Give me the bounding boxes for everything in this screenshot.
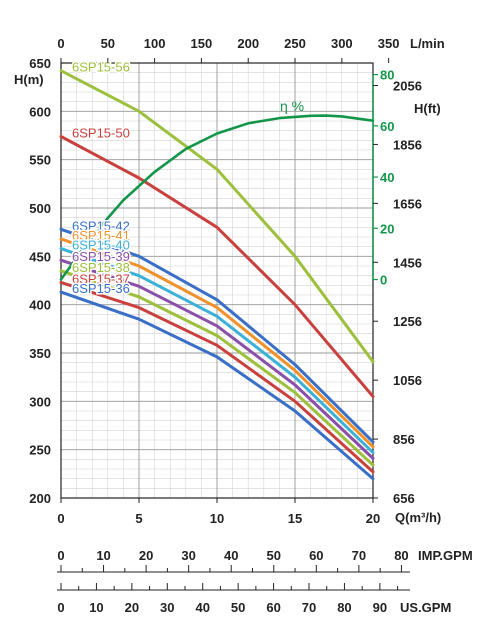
y-right-tick-label: 1256	[393, 314, 422, 329]
y-left-tick-label: 350	[29, 346, 51, 361]
series-labels: 6SP15-56 6SP15-50 6SP15-426SP15-416SP15-40…	[71, 58, 132, 297]
us-gpm-tick-label: 50	[231, 600, 245, 615]
efficiency-tick-label: 0	[380, 273, 387, 288]
y-left-tick-label: 450	[29, 249, 51, 264]
x-bottom-tick-label: 15	[288, 511, 302, 526]
us-gpm-tick-label: 70	[302, 600, 316, 615]
x-top-tick-label: 350	[378, 36, 400, 51]
efficiency-tick-label: 20	[380, 221, 394, 236]
curve-6sp15-40	[59, 247, 375, 455]
series-label-6sp15-50: 6SP15-50	[72, 125, 130, 140]
x-bottom-tick-label: 0	[57, 511, 64, 526]
y-left-tick-label: 200	[29, 491, 51, 506]
us-gpm-label: US.GPM	[400, 600, 451, 615]
y-right-tick-label: 1056	[393, 373, 422, 388]
y-right-tick-label: 1856	[393, 137, 422, 152]
imp-gpm-tick-label: 40	[224, 548, 238, 563]
efficiency-tick-label: 60	[380, 119, 394, 134]
series-label-6sp15-37: 6SP15-37	[72, 271, 130, 286]
x-axis-bottom-label: Q(m³/h)	[395, 510, 441, 525]
efficiency-tick-label: 40	[380, 170, 394, 185]
y-axis-right-label: H(ft)	[414, 101, 441, 116]
us-gpm-tick-label: 10	[89, 600, 103, 615]
curve-6sp15-36	[59, 290, 375, 481]
imp-gpm-tick-label: 30	[181, 548, 195, 563]
x-top-tick-label: 0	[57, 36, 64, 51]
imp-gpm-tick-label: 50	[267, 548, 281, 563]
performance-curves	[59, 69, 375, 481]
efficiency-tick-label: 80	[380, 68, 394, 83]
curve-6sp15-42	[59, 227, 375, 444]
curve-6sp15-41	[59, 237, 375, 449]
efficiency-curve	[59, 114, 375, 281]
y-right-tick-label: 1456	[393, 255, 422, 270]
us-gpm-tick-label: 40	[195, 600, 209, 615]
y-left-tick-label: 300	[29, 394, 51, 409]
imp-gpm-tick-label: 10	[96, 548, 110, 563]
x-bottom-tick-label: 20	[366, 511, 380, 526]
x-top-tick-label: 250	[284, 36, 306, 51]
x-top-tick-label: 150	[191, 36, 213, 51]
us-gpm-tick-label: 20	[125, 600, 139, 615]
us-gpm-tick-label: 30	[160, 600, 174, 615]
gpm-scales: 0 10 20 30 40 50 60 70 80 0 10 20 30 40 50 60 70 80 90	[57, 548, 410, 615]
efficiency-axis: 0 20 40 60 80	[372, 68, 394, 288]
y-right-tick-label: 1656	[393, 196, 422, 211]
series-label-6sp15-42: 6SP15-42	[72, 218, 130, 233]
imp-gpm-tick-label: 0	[57, 548, 64, 563]
us-gpm-tick-label: 90	[373, 600, 387, 615]
x-top-tick-label: 200	[237, 36, 259, 51]
imp-gpm-tick-label: 60	[309, 548, 323, 563]
y-left-tick-label: 500	[29, 201, 51, 216]
efficiency-label: η %	[280, 98, 304, 114]
x-top-tick-label: 50	[101, 36, 115, 51]
y-axis-left-label: H(m)	[14, 72, 44, 87]
y-left-tick-label: 550	[29, 153, 51, 168]
y-left-tick-label: 250	[29, 443, 51, 458]
us-gpm-tick-label: 0	[57, 600, 64, 615]
x-top-tick-label: 100	[144, 36, 166, 51]
imp-gpm-tick-label: 20	[139, 548, 153, 563]
series-label-6sp15-39: 6SP15-39	[72, 249, 130, 264]
curve-6sp15-37	[59, 280, 375, 474]
imp-gpm-label: IMP.GPM	[418, 548, 473, 563]
x-top-tick-label: 300	[331, 36, 353, 51]
series-label-6sp15-41: 6SP15-41	[72, 228, 130, 243]
x-axis-top-label: L/min	[410, 36, 445, 51]
y-right-tick-label: 2056	[393, 79, 422, 94]
us-gpm-tick-label: 60	[266, 600, 280, 615]
series-label-6sp15-38: 6SP15-38	[72, 260, 130, 275]
y-left-tick-label: 400	[29, 298, 51, 313]
curve-6sp15-56	[59, 69, 375, 364]
curve-6sp15-38	[59, 269, 375, 467]
y-left-tick-label: 600	[29, 104, 51, 119]
imp-gpm-tick-label: 70	[352, 548, 366, 563]
imp-gpm-tick-label: 80	[394, 548, 408, 563]
y-left-tick-label: 650	[29, 56, 51, 71]
curve-6sp15-50	[59, 135, 375, 398]
x-bottom-tick-label: 10	[210, 511, 224, 526]
series-label-6sp15-56: 6SP15-56	[72, 60, 130, 75]
us-gpm-tick-label: 80	[337, 600, 351, 615]
series-label-6sp15-40: 6SP15-40	[72, 238, 130, 253]
series-label-6sp15-36: 6SP15-36	[72, 281, 130, 296]
y-right-tick-label: 856	[393, 432, 415, 447]
y-right-tick-label: 656	[393, 491, 415, 506]
x-bottom-tick-label: 5	[135, 511, 142, 526]
curve-6sp15-39	[59, 258, 375, 460]
